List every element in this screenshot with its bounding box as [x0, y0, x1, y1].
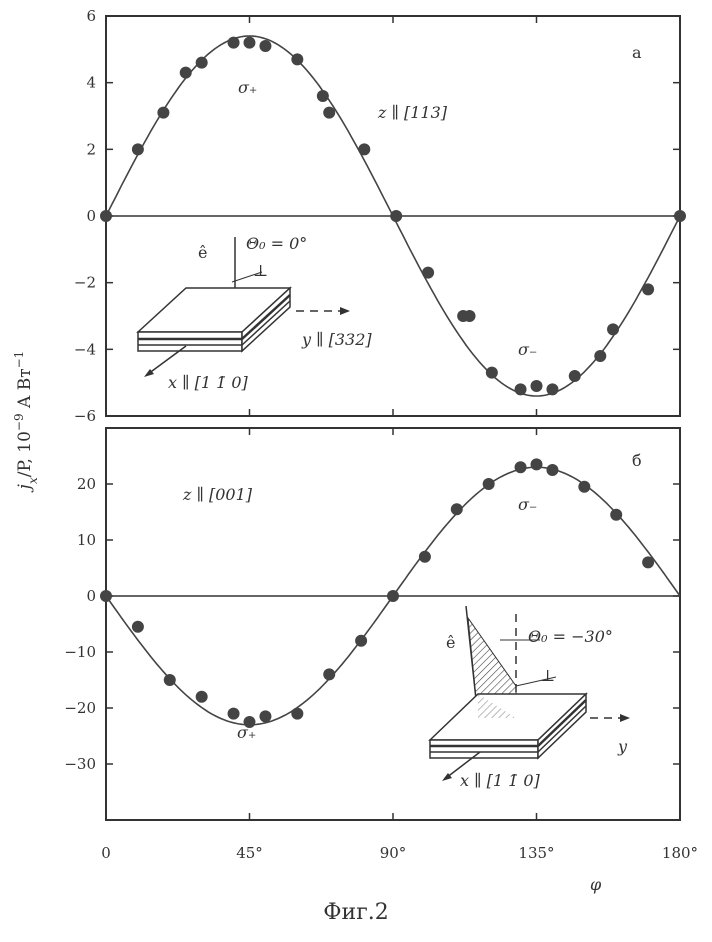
panel-a-data-point: [485, 366, 498, 379]
panel-a-data-point: [607, 323, 620, 336]
panel-b-data-point: [418, 550, 431, 563]
inset-a-y: y ∥ [332]: [301, 330, 372, 349]
panel-b-sigma-plus: σ₊: [237, 723, 256, 742]
panel-b-data-point: [100, 590, 112, 602]
inset-b-e: ê: [446, 633, 455, 652]
panel-a-data-point: [131, 143, 144, 156]
panel-a-data-point: [422, 266, 435, 279]
panel-a-data-point: [291, 53, 304, 66]
panel-b-data-point: [482, 478, 495, 490]
panel-a-data-point: [100, 210, 112, 222]
panel-b-data-point: [195, 690, 208, 703]
inset-b-x: x ∥ [1 1̄ 0]: [460, 771, 541, 790]
panel-b-ytick-label: 0: [86, 587, 96, 605]
panel-a-data-point: [463, 310, 476, 322]
panel-a-data-point: [674, 210, 686, 222]
panel-b-data-point: [642, 556, 655, 569]
panel-a-data-point: [390, 210, 403, 222]
panel-b-sigma-minus: σ₋: [518, 495, 537, 514]
panel-a-data-point: [546, 383, 559, 396]
panel-a-data-point: [642, 283, 655, 296]
panel-b-data-point: [355, 634, 368, 647]
panel-a-sigma-minus: σ₋: [518, 340, 537, 359]
inset-b: ê Θ₀ = −30° ⊥ y x ∥ [1 1̄ 0]: [428, 605, 630, 790]
panel-b-letter: б: [632, 451, 642, 470]
panel-a-data-point: [227, 36, 240, 49]
panel-a-data-point: [179, 66, 192, 79]
panel-b-ytick-label: 20: [77, 475, 96, 493]
inset-a-perp: ⊥: [253, 261, 268, 280]
panel-a-sigma-plus: σ₊: [238, 78, 257, 97]
panel-a-data-point: [530, 380, 543, 392]
panel-a-data-point: [568, 370, 581, 382]
panel-b-ytick-label: 10: [77, 531, 96, 549]
panel-b-xtick-label: 0: [101, 844, 111, 862]
inset-a: ê Θ₀ = 0° ⊥ y ∥ [332] x ∥ [1 1̄ 0]: [136, 234, 372, 392]
panel-b-data-point: [578, 480, 591, 493]
panel-a-ytick-label: 6: [86, 7, 96, 25]
panel-b-data-point: [131, 620, 144, 633]
panel-a-data-point: [195, 56, 208, 69]
panel-a-data-point: [243, 36, 256, 49]
panel-a-ytick-label: 4: [86, 74, 96, 92]
inset-a-e: ê: [198, 243, 207, 262]
panel-a-ytick-label: 2: [86, 140, 96, 158]
panel-a-orientation: z ∥ [113]: [377, 103, 448, 122]
x-axis-label: φ: [590, 875, 602, 894]
panel-b-ytick-label: −30: [64, 755, 96, 773]
panel-b-data-point: [387, 590, 399, 602]
panel-b-ytick-label: −20: [64, 699, 96, 717]
panel-b-orientation: z ∥ [001]: [182, 485, 253, 504]
figure: а б z ∥ [113] z ∥ [001] σ₊ σ₋ σ₋ σ₊ ê Θ₀…: [12, 7, 698, 894]
panel-b-data-point: [450, 503, 463, 516]
panel-b-ytick-label: −10: [64, 643, 96, 661]
panel-b-xtick-label: 180°: [662, 844, 698, 862]
panel-b-data-point: [163, 674, 176, 686]
panel-b-data-point: [291, 707, 304, 720]
inset-b-perp: ⊥: [540, 666, 555, 685]
panel-b-data-point: [610, 508, 623, 521]
panel-a-ytick-label: −6: [74, 407, 96, 425]
panel-a-data-point: [594, 350, 607, 362]
panel-a-letter: а: [632, 43, 642, 62]
inset-a-theta: Θ₀ = 0°: [246, 234, 307, 253]
panel-b-data-point: [546, 464, 559, 476]
panel-a-data-point: [316, 90, 329, 102]
panel-b-data-point: [227, 707, 240, 720]
inset-a-x: x ∥ [1 1̄ 0]: [168, 373, 249, 392]
panel-b-data-point: [530, 458, 543, 471]
panel-a-ytick-label: −2: [74, 274, 96, 292]
panel-b-xtick-label: 90°: [380, 844, 407, 862]
inset-b-theta: Θ₀ = −30°: [528, 627, 613, 646]
panel-a-data-point: [157, 106, 170, 119]
panel-b-data-point: [514, 461, 527, 474]
panel-b-xtick-label: 45°: [236, 844, 263, 862]
panel-b-data-point: [323, 668, 336, 681]
panel-a-ytick-label: 0: [86, 207, 96, 225]
inset-b-y: y: [617, 737, 628, 756]
panel-a-data-point: [514, 383, 527, 396]
panel-a-ytick-label: −4: [74, 340, 96, 358]
panel-a-data-point: [358, 143, 371, 156]
panel-a-data-point: [259, 40, 272, 52]
panel-b-data-point: [259, 710, 272, 723]
panel-b-xtick-label: 135°: [518, 844, 554, 862]
panel-b-data-point: [243, 716, 256, 728]
figure-caption: Фиг.2: [323, 900, 389, 925]
y-axis-label: jx/P, 10−9 A Вт−1: [12, 351, 40, 494]
panel-a-data-point: [323, 106, 336, 119]
